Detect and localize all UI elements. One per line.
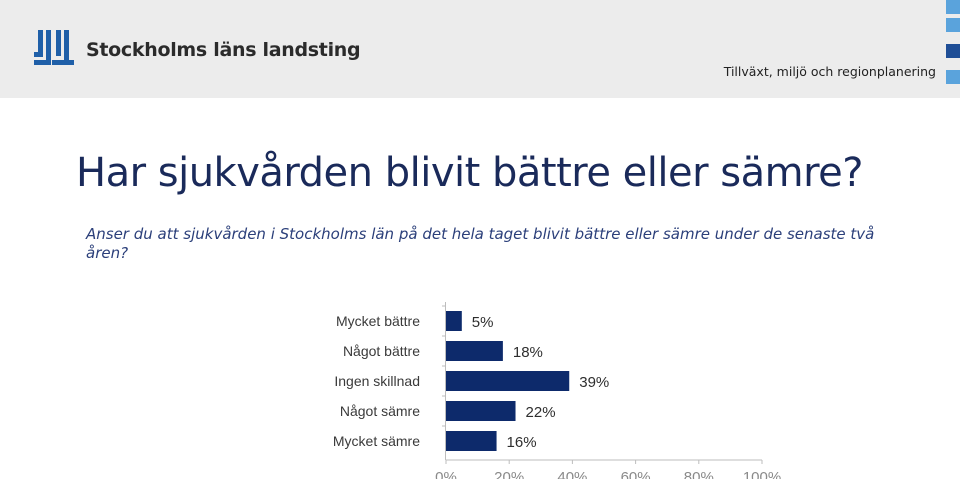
page-subtitle: Anser du att sjukvården i Stockholms län…: [86, 225, 875, 262]
department-label: Tillväxt, miljö och regionplanering: [723, 64, 936, 79]
x-tick-label: 0%: [435, 469, 457, 479]
header-bar: Stockholms läns landsting Tillväxt, milj…: [0, 0, 960, 98]
category-label: Något bättre: [343, 343, 420, 359]
bar: [446, 401, 516, 421]
bar: [446, 311, 462, 331]
logo-text: Stockholms läns landsting: [86, 39, 361, 61]
x-tick-label: 20%: [494, 469, 524, 479]
category-label: Något sämre: [340, 403, 420, 419]
x-tick-label: 60%: [621, 469, 651, 479]
x-tick-label: 100%: [743, 469, 781, 479]
bar: [446, 431, 497, 451]
data-label: 22%: [526, 404, 556, 421]
data-label: 5%: [472, 314, 494, 331]
bar: [446, 341, 503, 361]
data-label: 39%: [579, 374, 609, 391]
x-tick-label: 80%: [684, 469, 714, 479]
corner-decoration: [944, 0, 960, 98]
sll-logo-icon: [34, 30, 74, 65]
data-label: 16%: [507, 434, 537, 451]
bar: [446, 371, 570, 391]
logo: Stockholms läns landsting: [34, 30, 361, 70]
category-label: Mycket bättre: [336, 313, 420, 329]
x-tick-label: 40%: [557, 469, 587, 479]
category-label: Mycket sämre: [333, 433, 420, 449]
bar-chart: Mycket bättre 5% Något bättre 18% Ingen skil…: [333, 302, 781, 479]
category-label: Ingen skillnad: [334, 373, 420, 389]
page-title: Har sjukvården blivit bättre eller sämre…: [76, 150, 864, 196]
data-label: 18%: [513, 344, 543, 361]
